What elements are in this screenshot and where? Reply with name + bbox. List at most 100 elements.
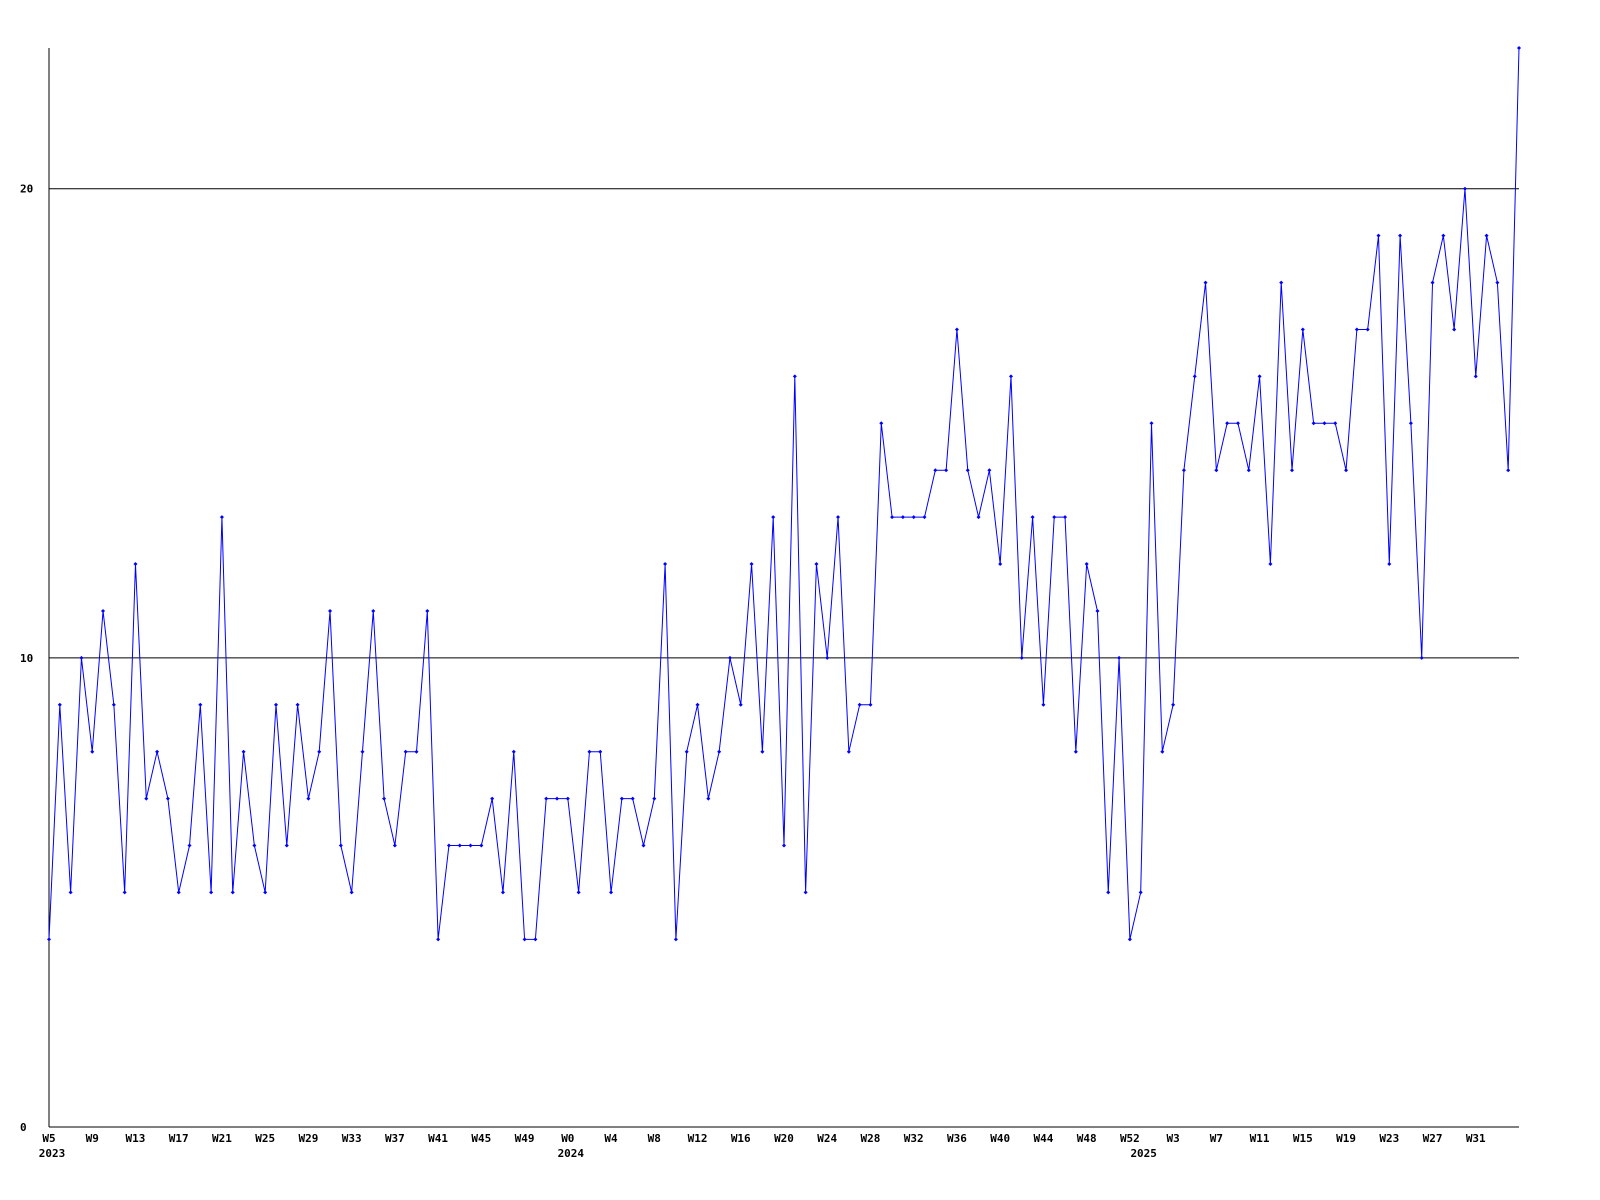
point-marker xyxy=(1484,233,1489,238)
point-marker xyxy=(609,890,614,895)
point-marker xyxy=(144,796,149,801)
point-marker xyxy=(630,796,635,801)
point-marker xyxy=(814,562,819,567)
point-marker xyxy=(349,890,354,895)
point-marker xyxy=(1063,515,1068,520)
point-marker xyxy=(922,515,927,520)
x-tick-label: W8 xyxy=(648,1132,661,1145)
point-marker xyxy=(500,890,505,895)
point-marker xyxy=(436,937,441,942)
point-marker xyxy=(555,796,560,801)
x-tick-label: W49 xyxy=(515,1132,535,1145)
point-marker xyxy=(1506,468,1511,473)
x-tick-label: W9 xyxy=(86,1132,99,1145)
point-marker xyxy=(1462,186,1467,191)
point-marker xyxy=(68,890,73,895)
x-tick-label: W21 xyxy=(212,1132,232,1145)
x-tick-label: W45 xyxy=(471,1132,491,1145)
x-tick-label: W15 xyxy=(1293,1132,1313,1145)
point-marker xyxy=(90,749,95,754)
x-tick-label: W27 xyxy=(1423,1132,1443,1145)
point-marker xyxy=(1387,562,1392,567)
x-tick-label: W37 xyxy=(385,1132,405,1145)
point-marker xyxy=(857,702,862,707)
point-marker xyxy=(1268,562,1273,567)
point-marker xyxy=(155,749,160,754)
x-tick-label: W29 xyxy=(298,1132,318,1145)
point-marker xyxy=(1041,702,1046,707)
point-marker xyxy=(1354,327,1359,332)
x-tick-label: W5 xyxy=(42,1132,55,1145)
point-marker xyxy=(825,655,830,660)
point-marker xyxy=(1203,280,1208,285)
point-marker xyxy=(522,937,527,942)
point-marker xyxy=(760,749,765,754)
point-marker xyxy=(695,702,700,707)
point-marker xyxy=(727,655,732,660)
point-marker xyxy=(641,843,646,848)
point-marker xyxy=(987,468,992,473)
point-marker xyxy=(954,327,959,332)
x-tick-label: W11 xyxy=(1250,1132,1270,1145)
y-tick-label: 10 xyxy=(20,652,33,665)
point-marker xyxy=(241,749,246,754)
point-marker xyxy=(673,937,678,942)
point-marker xyxy=(846,749,851,754)
x-tick-label: W52 xyxy=(1120,1132,1140,1145)
x-tick-label: W24 xyxy=(817,1132,837,1145)
point-marker xyxy=(1473,374,1478,379)
point-marker xyxy=(209,890,214,895)
point-marker xyxy=(1235,421,1240,426)
point-marker xyxy=(122,890,127,895)
x-tick-label: W31 xyxy=(1466,1132,1486,1145)
point-marker xyxy=(414,749,419,754)
point-marker xyxy=(1073,749,1078,754)
point-marker xyxy=(1311,421,1316,426)
point-marker xyxy=(663,562,668,567)
x-tick-label: W13 xyxy=(126,1132,146,1145)
point-marker xyxy=(457,843,462,848)
point-marker xyxy=(749,562,754,567)
point-marker xyxy=(176,890,181,895)
point-marker xyxy=(1019,655,1024,660)
point-marker xyxy=(836,515,841,520)
series-line xyxy=(48,47,1520,940)
x-tick-label: W20 xyxy=(774,1132,794,1145)
point-marker xyxy=(1322,421,1327,426)
point-marker xyxy=(1408,421,1413,426)
point-marker xyxy=(425,608,430,613)
point-marker xyxy=(1333,421,1338,426)
point-marker xyxy=(933,468,938,473)
point-marker xyxy=(57,702,62,707)
point-marker xyxy=(652,796,657,801)
x-tick-label: W0 xyxy=(561,1132,574,1145)
point-marker xyxy=(738,702,743,707)
point-marker xyxy=(1225,421,1230,426)
point-marker xyxy=(1495,280,1500,285)
point-marker xyxy=(1246,468,1251,473)
point-marker xyxy=(533,937,538,942)
point-marker xyxy=(1030,515,1035,520)
point-marker xyxy=(446,843,451,848)
x-tick-label: W4 xyxy=(604,1132,618,1145)
x-tick-label: W19 xyxy=(1336,1132,1356,1145)
year-label: 2023 xyxy=(39,1147,66,1160)
x-tick-label: W16 xyxy=(731,1132,751,1145)
point-marker xyxy=(252,843,257,848)
point-marker xyxy=(771,515,776,520)
point-marker xyxy=(403,749,408,754)
point-marker xyxy=(965,468,970,473)
point-marker xyxy=(165,796,170,801)
point-marker xyxy=(1430,280,1435,285)
point-marker xyxy=(382,796,387,801)
point-marker xyxy=(1517,46,1521,50)
point-marker xyxy=(1192,374,1197,379)
x-tick-label: W44 xyxy=(1033,1132,1053,1145)
point-marker xyxy=(219,515,224,520)
point-marker xyxy=(587,749,592,754)
x-tick-label: W28 xyxy=(861,1132,881,1145)
point-marker xyxy=(1214,468,1219,473)
point-marker xyxy=(976,515,981,520)
point-marker xyxy=(511,749,516,754)
x-tick-label: W41 xyxy=(428,1132,448,1145)
